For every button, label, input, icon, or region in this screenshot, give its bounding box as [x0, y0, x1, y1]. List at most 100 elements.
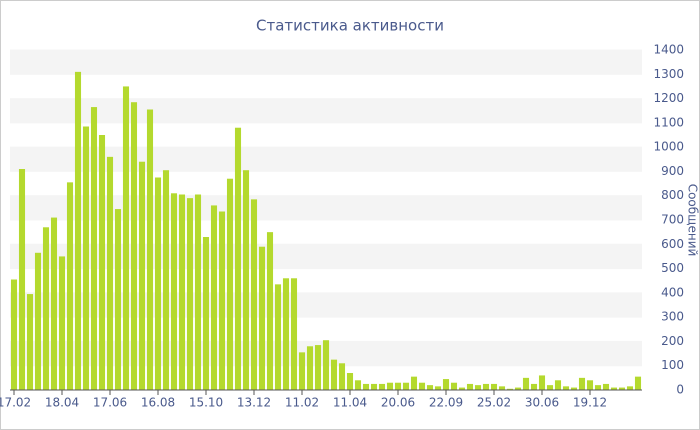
bar [202, 237, 210, 390]
bar [274, 284, 282, 390]
y-tick-label: 1400 [653, 43, 684, 57]
bar [282, 278, 290, 390]
y-tick-label: 700 [661, 213, 684, 227]
bar [82, 126, 90, 390]
bar [178, 194, 186, 390]
bar [418, 382, 426, 390]
bar [50, 217, 58, 390]
bar [290, 278, 298, 390]
y-axis-title: Сообщений [686, 184, 700, 257]
bar [234, 127, 242, 390]
x-tick-label: 15.10 [189, 396, 223, 410]
bar [170, 193, 178, 390]
y-tick-label: 300 [661, 310, 684, 324]
bar [26, 294, 34, 390]
bar [578, 377, 586, 390]
bar [258, 246, 266, 390]
grid-band [10, 98, 642, 123]
bar [522, 377, 530, 390]
x-tick-label: 20.06 [381, 396, 415, 410]
bar [442, 379, 450, 390]
bar [98, 135, 106, 390]
bar [186, 198, 194, 390]
bar [266, 232, 274, 390]
chart-title: Статистика активности [256, 17, 444, 35]
y-tick-label: 100 [661, 358, 684, 372]
bar [594, 385, 602, 390]
y-tick-label: 200 [661, 334, 684, 348]
bar [538, 375, 546, 390]
bar [354, 380, 362, 390]
bar [554, 380, 562, 390]
y-tick-label: 1100 [653, 115, 684, 129]
bar [122, 86, 130, 390]
bar [514, 387, 522, 390]
bar [490, 383, 498, 390]
bar [90, 107, 98, 391]
x-tick-label: 17.06 [93, 396, 127, 410]
y-tick-label: 800 [661, 188, 684, 202]
bar [482, 383, 490, 390]
bar [346, 373, 354, 390]
bar [394, 382, 402, 390]
bar [506, 388, 514, 390]
y-tick-label: 1000 [653, 140, 684, 154]
bar [562, 386, 570, 390]
bar [130, 102, 138, 390]
bar [634, 376, 642, 390]
bar [298, 352, 306, 390]
bar [378, 383, 386, 390]
x-tick-label: 19.12 [573, 396, 607, 410]
bar [610, 387, 618, 390]
bar [570, 387, 578, 390]
bar [458, 387, 466, 390]
bar [114, 209, 122, 390]
bar [498, 386, 506, 390]
x-tick-label: 17.02 [0, 396, 31, 410]
bar [410, 376, 418, 390]
bar [370, 383, 378, 390]
bar [18, 169, 26, 390]
y-tick-label: 400 [661, 285, 684, 299]
bar [58, 256, 66, 390]
bar [138, 161, 146, 390]
bar [42, 227, 50, 390]
bar [66, 182, 74, 390]
bar [338, 363, 346, 390]
x-tick-label: 11.04 [333, 396, 367, 410]
bar [386, 382, 394, 390]
bar [146, 109, 154, 390]
bar [210, 205, 218, 390]
grid-band [10, 147, 642, 172]
bar [106, 156, 114, 390]
bar [74, 71, 82, 390]
bar [450, 382, 458, 390]
bar [474, 385, 482, 390]
y-tick-label: 0 [676, 383, 684, 397]
bar [530, 383, 538, 390]
x-tick-label: 22.09 [429, 396, 463, 410]
bar [618, 387, 626, 390]
bar [226, 178, 234, 390]
bar [434, 386, 442, 390]
bar [250, 199, 258, 390]
x-tick-label: 25.02 [477, 396, 511, 410]
x-tick-label: 30.06 [525, 396, 559, 410]
bar [586, 380, 594, 390]
bar [330, 359, 338, 390]
bar [546, 385, 554, 390]
y-tick-label: 1200 [653, 91, 684, 105]
bar [154, 177, 162, 390]
bar [466, 383, 474, 390]
bar [402, 382, 410, 390]
bar [626, 386, 634, 390]
y-tick-label: 500 [661, 261, 684, 275]
bar [602, 383, 610, 390]
bar [314, 345, 322, 390]
y-tick-label: 600 [661, 237, 684, 251]
bar [10, 279, 18, 390]
bar [242, 170, 250, 390]
y-tick-label: 1300 [653, 67, 684, 81]
y-tick-label: 900 [661, 164, 684, 178]
